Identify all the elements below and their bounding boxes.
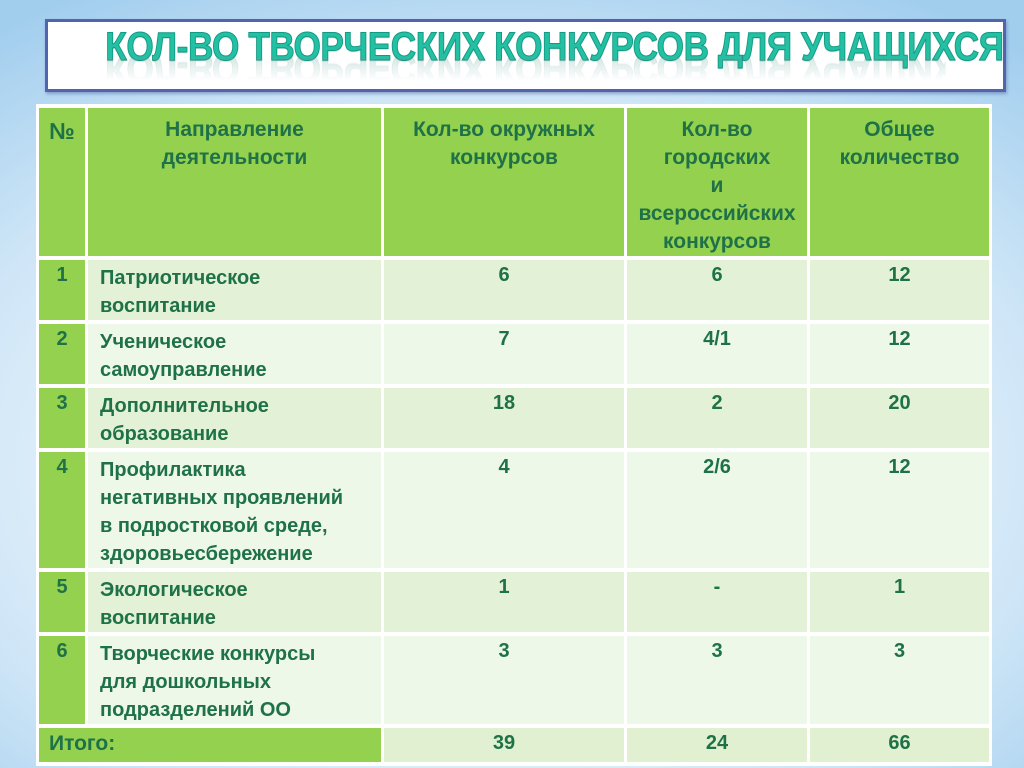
title-box: КОЛ-ВО ТВОРЧЕСКИХ КОНКУРСОВ ДЛЯ УЧАЩИХСЯ… <box>45 19 1006 92</box>
city-count-cell: 3 <box>627 635 807 724</box>
totals-row: Итого: 39 24 66 <box>39 727 989 762</box>
direction-cell: Дополнительное образование <box>88 387 381 448</box>
table-row: 4 Профилактика негативных проявлений в п… <box>39 451 989 568</box>
district-count-cell: 6 <box>384 259 624 320</box>
total-count-cell: 12 <box>810 323 989 384</box>
city-count-cell: - <box>627 571 807 632</box>
totals-district-count: 39 <box>384 727 624 762</box>
total-count-cell: 12 <box>810 451 989 568</box>
slide-title: КОЛ-ВО ТВОРЧЕСКИХ КОНКУРСОВ ДЛЯ УЧАЩИХСЯ <box>105 25 1004 69</box>
table-row: 3 Дополнительное образование 18 2 20 <box>39 387 989 448</box>
col-header-direction: Направление деятельности <box>88 108 381 256</box>
row-number-cell: 5 <box>39 571 85 632</box>
slide-title-reflection: КОЛ-ВО ТВОРЧЕСКИХ КОНКУРСОВ ДЛЯ УЧАЩИХСЯ <box>105 46 1004 90</box>
competitions-table: № Направление деятельности Кол-во окружн… <box>36 104 992 766</box>
total-count-cell: 1 <box>810 571 989 632</box>
col-header-number: № <box>39 108 85 256</box>
col-header-total-count: Общее количество <box>810 108 989 256</box>
district-count-cell: 1 <box>384 571 624 632</box>
row-number-cell: 2 <box>39 323 85 384</box>
row-number-cell: 1 <box>39 259 85 320</box>
table-header-row: № Направление деятельности Кол-во окружн… <box>39 108 989 256</box>
district-count-cell: 4 <box>384 451 624 568</box>
direction-cell: Творческие конкурсы для дошкольных подра… <box>88 635 381 724</box>
table-row: 1 Патриотическое воспитание 6 6 12 <box>39 259 989 320</box>
table-row: 5 Экологическое воспитание 1 - 1 <box>39 571 989 632</box>
table-row: 2 Ученическое самоуправление 7 4/1 12 <box>39 323 989 384</box>
row-number-cell: 3 <box>39 387 85 448</box>
total-count-cell: 3 <box>810 635 989 724</box>
direction-cell: Профилактика негативных проявлений в под… <box>88 451 381 568</box>
table-row: 6 Творческие конкурсы для дошкольных под… <box>39 635 989 724</box>
totals-city-count: 24 <box>627 727 807 762</box>
district-count-cell: 7 <box>384 323 624 384</box>
total-count-cell: 12 <box>810 259 989 320</box>
city-count-cell: 2 <box>627 387 807 448</box>
city-count-cell: 2/6 <box>627 451 807 568</box>
direction-cell: Ученическое самоуправление <box>88 323 381 384</box>
district-count-cell: 18 <box>384 387 624 448</box>
col-header-city-count: Кол-во городских и всероссийских конкурс… <box>627 108 807 256</box>
row-number-cell: 4 <box>39 451 85 568</box>
direction-cell: Патриотическое воспитание <box>88 259 381 320</box>
totals-total-count: 66 <box>810 727 989 762</box>
col-header-district-count: Кол-во окружных конкурсов <box>384 108 624 256</box>
totals-label: Итого: <box>39 727 381 762</box>
city-count-cell: 4/1 <box>627 323 807 384</box>
direction-cell: Экологическое воспитание <box>88 571 381 632</box>
district-count-cell: 3 <box>384 635 624 724</box>
row-number-cell: 6 <box>39 635 85 724</box>
city-count-cell: 6 <box>627 259 807 320</box>
total-count-cell: 20 <box>810 387 989 448</box>
